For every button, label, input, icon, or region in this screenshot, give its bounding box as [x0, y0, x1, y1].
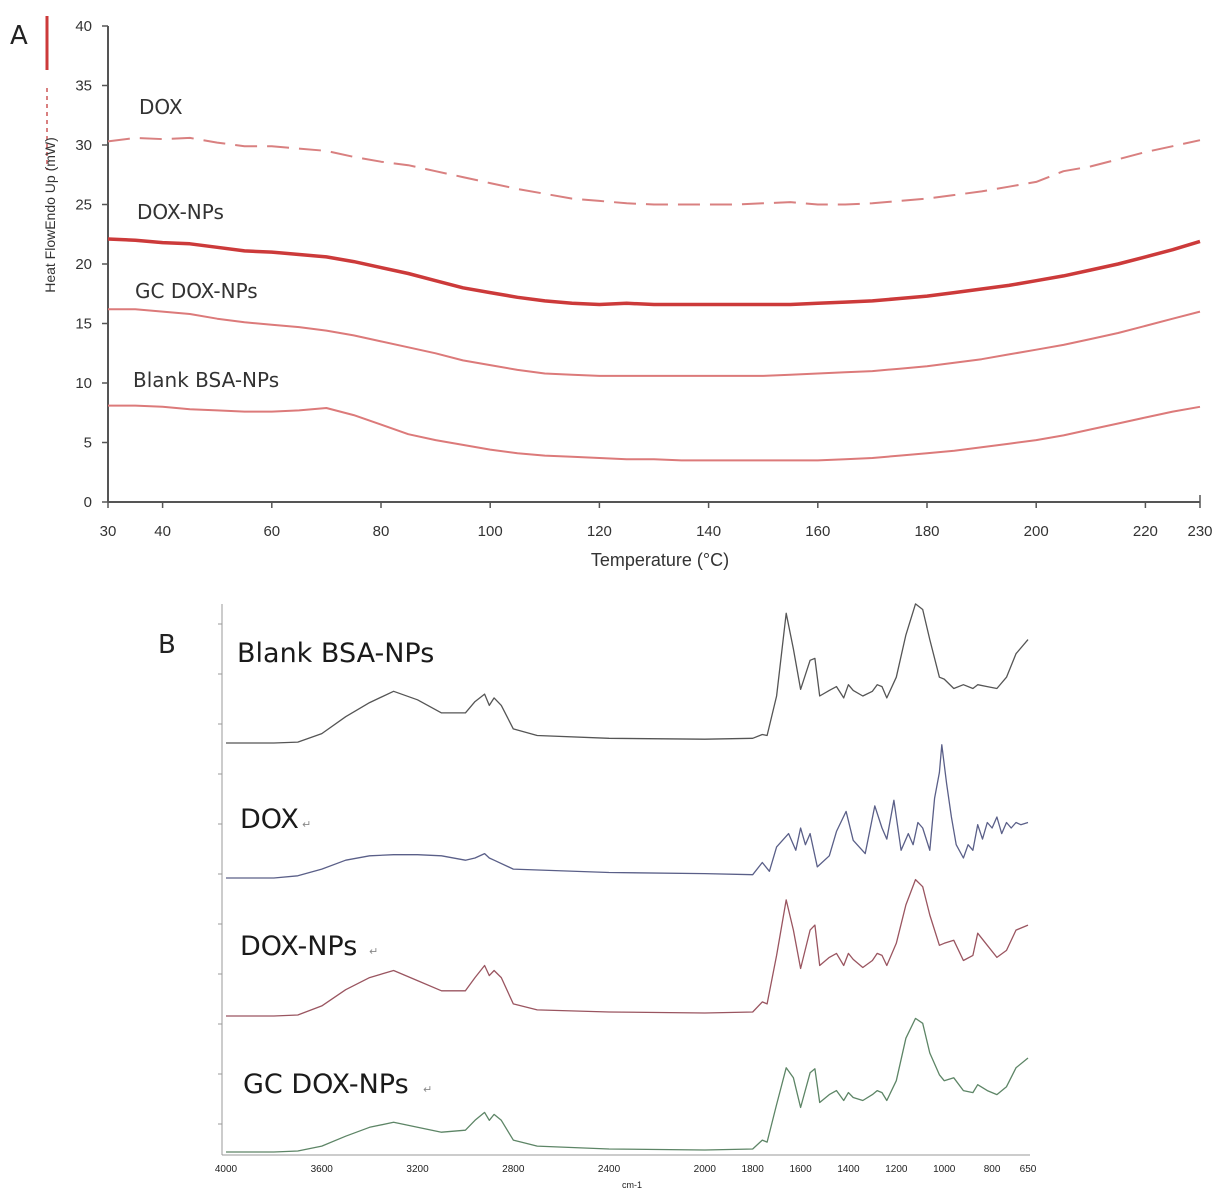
y-tick-label: 20: [75, 256, 92, 273]
y-tick-label: 30: [75, 137, 92, 154]
series-line-blank-bsa-nps: [108, 404, 1201, 462]
panel-a-chart: A 0 5 10 15 20 25 30 35 40 30 40 60 80 100 120 140 160 1…: [10, 16, 1213, 570]
b-x-tick-label: 3600: [311, 1164, 334, 1175]
y-tick-label: 5: [84, 435, 92, 452]
y-tick-label: 35: [75, 78, 92, 95]
series-line-dox-nps: [107, 237, 1201, 307]
b-x-tick-label: 1200: [885, 1164, 908, 1175]
b-x-tick-label: 650: [1020, 1164, 1037, 1175]
y-tick-label: 15: [75, 316, 92, 333]
y-tick-label: 0: [84, 494, 92, 511]
label-b-gc-dox-nps-mark: ↵: [423, 1083, 432, 1096]
x-tick-label: 220: [1133, 523, 1158, 540]
x-axis-title: Temperature (°C): [591, 550, 729, 570]
panel-a-label: A: [10, 21, 28, 51]
label-b-dox: DOX: [240, 804, 299, 835]
ftir-line-dox: [226, 744, 1029, 879]
x-tick-label: 180: [914, 523, 939, 540]
b-x-tick-label: 1400: [837, 1164, 860, 1175]
x-tick-label: 40: [154, 523, 171, 540]
label-b-blank-bsa-nps: Blank BSA-NPs: [237, 638, 434, 669]
x-tick-label: 230: [1187, 523, 1212, 540]
b-x-tick-label: 2400: [598, 1164, 621, 1175]
label-dox-nps: DOX-NPs: [137, 200, 224, 224]
b-x-axis-title: cm-1: [622, 1180, 642, 1189]
b-x-tick-label: 1000: [933, 1164, 956, 1175]
b-y-ticks: [218, 623, 222, 1125]
label-gc-dox-nps: GC DOX-NPs: [135, 279, 258, 303]
label-dox: DOX: [139, 95, 183, 119]
y-ticks: 0 5 10 15 20 25 30 35 40: [75, 18, 108, 511]
x-tick-label: 30: [100, 523, 117, 540]
y-tick-label: 40: [75, 18, 92, 35]
b-x-tick-label: 1600: [789, 1164, 812, 1175]
ftir-line-blank-bsa-nps: [226, 603, 1029, 744]
b-x-tick-label: 2000: [694, 1164, 717, 1175]
ftir-line-gc-dox-nps: [226, 1017, 1029, 1153]
b-x-tick-label: 4000: [215, 1164, 238, 1175]
label-b-gc-dox-nps: GC DOX-NPs: [243, 1069, 409, 1100]
x-tick-label: 60: [263, 523, 280, 540]
b-x-tick-label: 3200: [406, 1164, 429, 1175]
panel-b-chart: B 4000 3600 3200 2800 2400 2000 1800 1600 1400 12…: [158, 603, 1037, 1189]
x-tick-label: 140: [696, 523, 721, 540]
label-blank-bsa-nps: Blank BSA-NPs: [133, 368, 279, 392]
label-b-dox-nps: DOX-NPs: [240, 931, 357, 962]
ftir-series: [226, 603, 1029, 1153]
x-tick-label: 100: [478, 523, 503, 540]
ftir-line-dox-nps: [226, 878, 1029, 1017]
x-ticks: 30 40 60 80 100 120 140 160 180 200 220 230: [100, 502, 1213, 540]
b-x-ticks: 4000 3600 3200 2800 2400 2000 1800 1600 1400 1200…: [215, 1164, 1037, 1175]
x-tick-label: 160: [805, 523, 830, 540]
series-line-dox: [107, 136, 1201, 206]
x-tick-label: 120: [587, 523, 612, 540]
b-x-tick-label: 1800: [742, 1164, 765, 1175]
x-tick-label: 80: [373, 523, 390, 540]
dsc-series: [107, 136, 1201, 462]
b-x-tick-label: 800: [984, 1164, 1001, 1175]
label-b-dox-nps-mark: ↵: [369, 945, 378, 958]
b-x-tick-label: 2800: [502, 1164, 525, 1175]
series-line-gc-dox-nps: [108, 308, 1201, 377]
label-b-dox-mark: ↵: [302, 818, 311, 831]
y-axis-title: Heat FlowEndo Up (mW): [42, 137, 58, 293]
y-tick-label: 25: [75, 197, 92, 214]
panel-b-label: B: [158, 630, 176, 660]
x-tick-label: 200: [1024, 523, 1049, 540]
y-tick-label: 10: [75, 375, 92, 392]
